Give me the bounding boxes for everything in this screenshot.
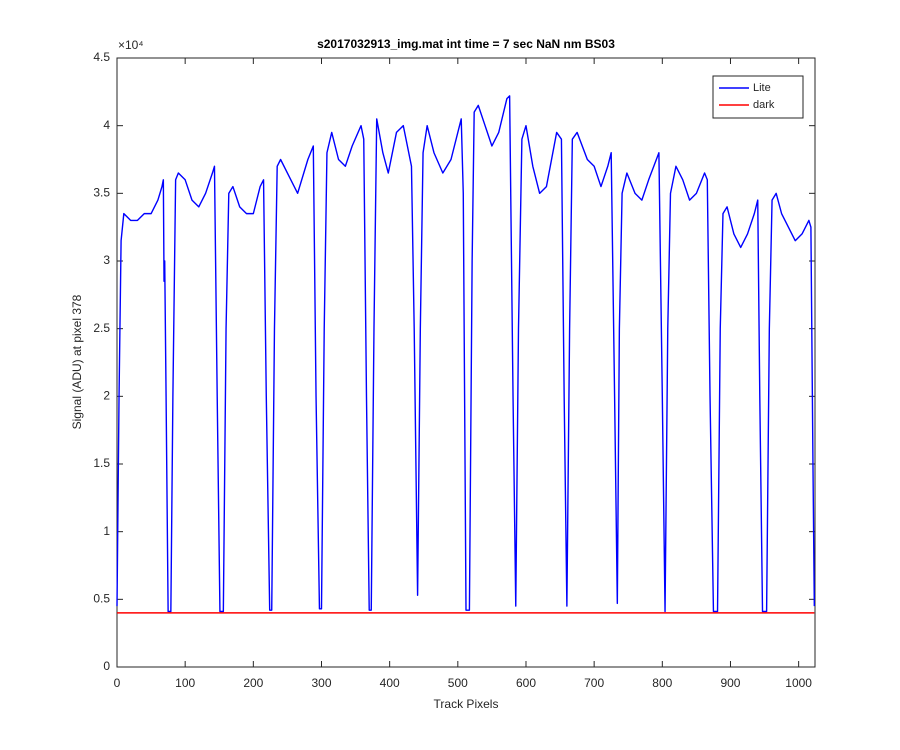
x-axis-label: Track Pixels xyxy=(434,697,499,711)
y-scale-label: ×10⁴ xyxy=(118,38,144,52)
chart-title: s2017032913_img.mat int time = 7 sec NaN… xyxy=(317,37,615,51)
y-tick-label: 4 xyxy=(103,118,110,132)
x-tick-label: 500 xyxy=(448,676,468,690)
x-tick-label: 1000 xyxy=(785,676,812,690)
y-tick-label: 0.5 xyxy=(93,592,110,606)
y-tick-label: 3.5 xyxy=(93,186,110,200)
y-tick-label: 2.5 xyxy=(93,321,110,335)
x-tick-label: 600 xyxy=(516,676,536,690)
y-axis-label: Signal (ADU) at pixel 378 xyxy=(70,294,84,429)
x-tick-label: 900 xyxy=(720,676,740,690)
legend-label: dark xyxy=(753,99,775,111)
x-tick-label: 800 xyxy=(652,676,672,690)
legend-box xyxy=(712,75,804,119)
x-tick-label: 0 xyxy=(114,676,121,690)
y-tick-label: 1.5 xyxy=(93,456,110,470)
y-tick-label: 2 xyxy=(103,389,110,403)
x-tick-label: 300 xyxy=(311,676,331,690)
x-tick-label: 700 xyxy=(584,676,604,690)
x-tick-label: 100 xyxy=(175,676,195,690)
data-line xyxy=(116,95,816,613)
y-tick-label: 3 xyxy=(103,253,110,267)
x-tick-label: 200 xyxy=(243,676,263,690)
legend-label: Lite xyxy=(753,82,771,94)
y-tick-label: 1 xyxy=(103,524,110,538)
y-tick-label: 0 xyxy=(103,659,110,673)
y-tick-label: 4.5 xyxy=(93,50,110,64)
x-tick-label: 400 xyxy=(380,676,400,690)
